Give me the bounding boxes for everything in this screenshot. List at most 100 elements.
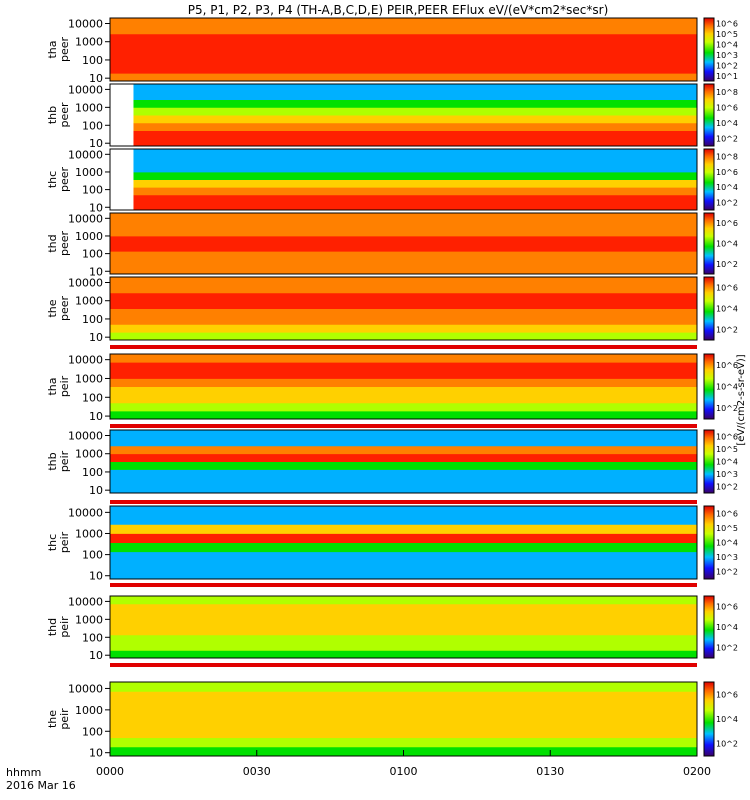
heatmap-band — [110, 477, 697, 486]
panel-frame — [109, 148, 698, 211]
heatmap-band — [110, 33, 697, 43]
heatmap-band — [133, 138, 698, 147]
heatmap-band — [110, 324, 697, 333]
heatmap-band — [133, 179, 698, 188]
panel-frame — [109, 429, 698, 494]
y-tick-label: 100 — [82, 248, 103, 261]
colorbar-tick-label: 10^2 — [716, 61, 738, 70]
colorbar-tick-label: 10^6 — [716, 284, 738, 293]
heatmap-band — [110, 235, 697, 244]
panel-thc-peer: 10 100 1000 10000 thcpeer 10^2 10^4 10^6 10^8 — [46, 148, 738, 214]
colorbar — [703, 353, 715, 420]
heatmap-band — [110, 251, 697, 260]
y-tick-label: 10000 — [68, 276, 103, 289]
panel-thc-peir: 10 100 1000 10000 thcpeir 10^2 10^3 10^4 10^5 10^… — [46, 505, 738, 583]
heatmap-band — [110, 220, 697, 229]
colorbar-tick-label: 10^3 — [716, 553, 738, 562]
panel-frame — [109, 276, 698, 341]
x-axis-date: 2016 Mar 16 — [6, 779, 76, 792]
heatmap-band — [110, 18, 697, 27]
panel-label: thdpeer — [46, 231, 71, 257]
colorbar-tick-label: 10^6 — [716, 168, 738, 177]
colorbar-tick-label: 10^2 — [716, 568, 738, 577]
y-tick-label: 10 — [89, 72, 103, 85]
heatmap-band — [110, 506, 697, 516]
heatmap-band — [110, 542, 697, 553]
colorbar-tick-label: 10^4 — [716, 383, 738, 392]
heatmap-band — [110, 410, 697, 420]
gap-marker — [110, 424, 697, 428]
heatmap-band — [133, 130, 698, 139]
y-tick-label: 10000 — [68, 212, 103, 225]
x-tick-label: 0000 — [96, 765, 124, 778]
heatmap-band — [133, 149, 698, 158]
panel-thb-peir: 10 100 1000 10000 thbpeir 10^2 10^3 10^4 10^5 10^… — [46, 429, 738, 497]
y-tick-label: 100 — [82, 549, 103, 562]
y-tick-label: 10 — [89, 137, 103, 150]
panel-label: thepeir — [46, 708, 71, 730]
heatmap-band — [110, 560, 697, 571]
heatmap-band — [110, 277, 697, 286]
y-tick-label: 100 — [82, 184, 103, 197]
y-tick-label: 10 — [89, 201, 103, 214]
heatmap-band — [110, 469, 697, 478]
panel-label: thbpeir — [46, 450, 71, 472]
colorbar-tick-label: 10^4 — [716, 305, 738, 314]
heatmap-band — [110, 569, 697, 580]
heatmap-band — [133, 194, 698, 203]
colorbar — [703, 505, 715, 580]
colorbar-tick-label: 10^2 — [716, 326, 738, 335]
heatmap-band — [110, 515, 697, 525]
y-tick-label: 10 — [89, 747, 103, 760]
panel-label: thapeer — [46, 37, 71, 63]
colorbar — [703, 681, 715, 757]
y-tick-label: 10 — [89, 331, 103, 344]
colorbar-tick-label: 10^2 — [716, 404, 738, 413]
colorbar-tick-label: 10^5 — [716, 30, 738, 39]
panel-frame — [109, 595, 698, 659]
colorbar-tick-label: 10^5 — [716, 524, 738, 533]
panel-tha-peir: 10 100 1000 10000 thapeir 10^2 10^4 10^6 — [46, 353, 738, 423]
heatmap-band — [110, 682, 697, 692]
panel-label: thcpeer — [46, 167, 71, 193]
panel-frame — [109, 83, 698, 147]
y-tick-label: 1000 — [75, 527, 103, 540]
y-tick-label: 1000 — [75, 295, 103, 308]
y-tick-label: 100 — [82, 631, 103, 644]
heatmap-band — [110, 524, 697, 534]
heatmap-band — [110, 437, 697, 447]
heatmap-band — [110, 266, 697, 275]
colorbar-tick-label: 10^2 — [716, 198, 738, 207]
colorbar-tick-label: 10^2 — [716, 740, 738, 749]
colorbar-tick-label: 10^4 — [716, 458, 738, 467]
heatmap-band — [110, 41, 697, 50]
gap-marker — [110, 345, 697, 349]
colorbar — [703, 276, 715, 341]
y-tick-label: 10 — [89, 484, 103, 497]
colorbar-tick-label: 10^8 — [716, 153, 738, 162]
y-tick-label: 1000 — [75, 166, 103, 179]
colorbar-tick-label: 10^2 — [716, 644, 738, 653]
colorbar-tick-label: 10^4 — [716, 539, 738, 548]
heatmap-band — [110, 430, 697, 439]
heatmap-band — [133, 202, 698, 211]
heatmap-band — [110, 596, 697, 605]
chart-title: P5, P1, P2, P3, P4 (TH-A,B,C,D,E) PEIR,P… — [188, 3, 609, 17]
heatmap-band — [110, 402, 697, 412]
heatmap-band — [110, 634, 697, 643]
panel-frame — [109, 353, 698, 420]
colorbar — [703, 212, 715, 275]
colorbar-tick-label: 10^4 — [716, 183, 738, 192]
heatmap-band — [110, 243, 697, 252]
colorbar-tick-label: 10^6 — [716, 602, 738, 611]
heatmap-band — [110, 354, 697, 363]
panel-label: thbpeer — [46, 102, 71, 128]
y-tick-label: 1000 — [75, 372, 103, 385]
colorbar-tick-label: 10^4 — [716, 240, 738, 249]
colorbar-tick-label: 10^3 — [716, 51, 738, 60]
panel-label: thapeir — [46, 375, 71, 397]
heatmap-band — [110, 453, 697, 462]
y-tick-label: 1000 — [75, 101, 103, 114]
y-tick-label: 10 — [89, 265, 103, 278]
y-tick-label: 10 — [89, 649, 103, 662]
